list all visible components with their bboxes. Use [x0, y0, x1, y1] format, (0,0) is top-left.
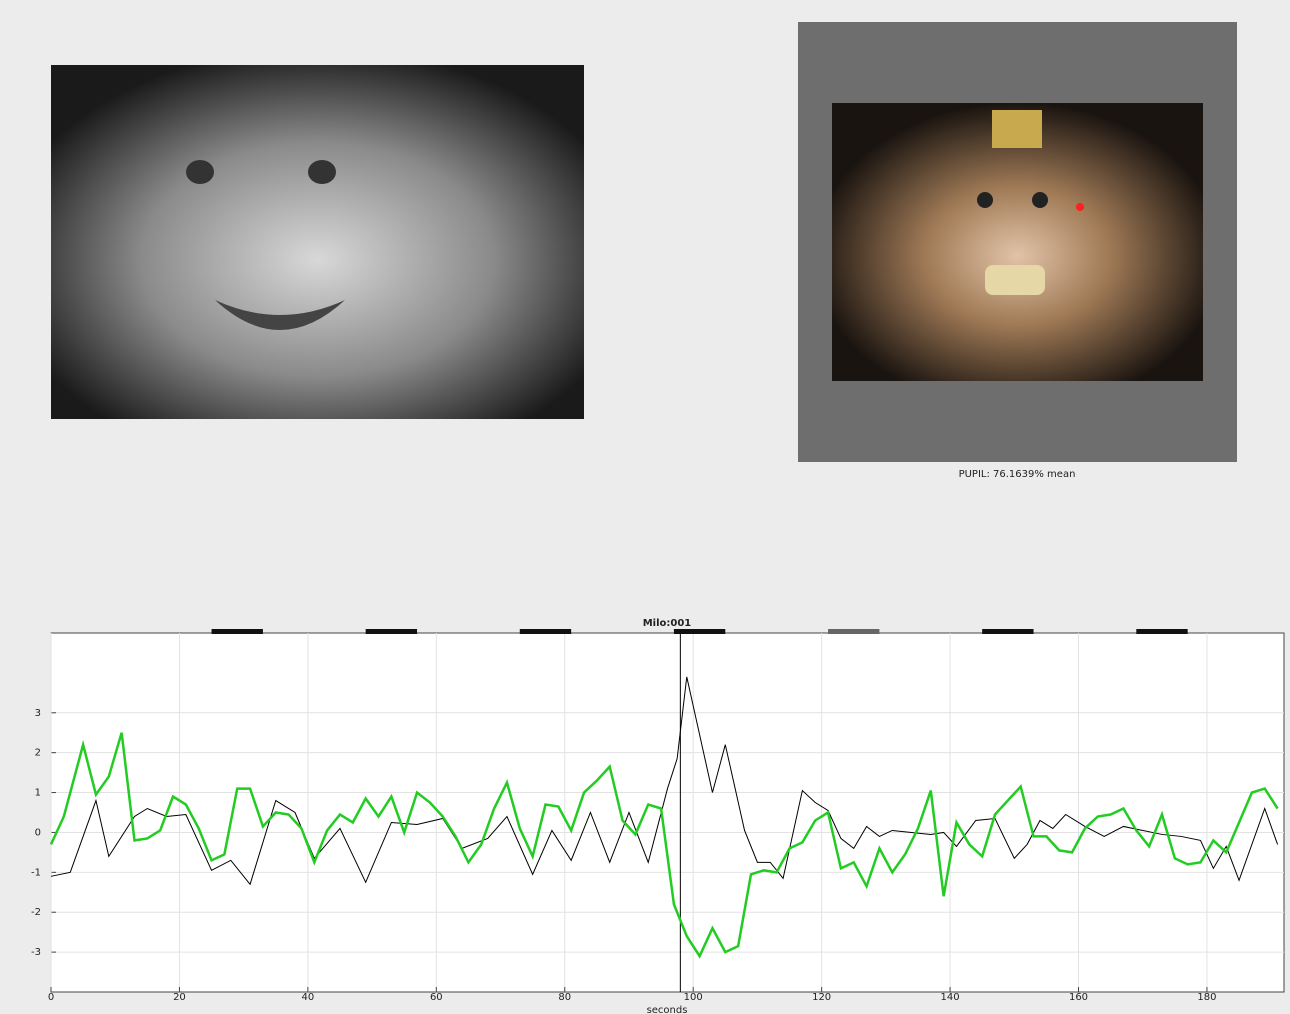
- x-tick-label: 120: [812, 992, 831, 1003]
- stimulus-image: [832, 103, 1203, 381]
- head-post: [992, 110, 1042, 148]
- eye: [186, 160, 214, 184]
- teeth: [985, 265, 1045, 295]
- chart-title: Milo:001: [643, 618, 692, 629]
- x-tick-label: 60: [430, 992, 443, 1003]
- y-tick-label: -3: [31, 947, 41, 958]
- stimulus-bar: [365, 629, 418, 634]
- stimulus-bar: [1136, 629, 1188, 634]
- data-line: [49, 732, 1279, 959]
- data-line: [50, 676, 1279, 886]
- eye: [977, 192, 993, 208]
- y-tick-label: 3: [35, 708, 41, 719]
- stimulus-display: [798, 22, 1237, 462]
- pupil-label: PUPIL: 76.1639% mean: [959, 469, 1076, 480]
- plot-area: [50, 632, 1285, 993]
- stimulus-bar: [828, 629, 880, 634]
- eye: [308, 160, 336, 184]
- x-axis-label: seconds: [647, 1005, 688, 1014]
- mouth: [215, 300, 345, 330]
- y-tick-label: -1: [31, 867, 41, 878]
- x-tick-label: 100: [684, 992, 703, 1003]
- stimulus-bar: [211, 629, 263, 634]
- gaze-point: [1076, 203, 1084, 211]
- y-tick-label: 2: [35, 748, 41, 759]
- y-tick-label: -2: [31, 907, 41, 918]
- stimulus-bar: [673, 629, 726, 634]
- x-tick-label: 80: [558, 992, 571, 1003]
- eye: [1032, 192, 1048, 208]
- stimulus-bar: [519, 629, 572, 634]
- y-tick-label: 0: [35, 827, 41, 838]
- x-tick-label: 160: [1069, 992, 1088, 1003]
- image-frame: [51, 65, 584, 419]
- x-tick-label: 40: [302, 992, 315, 1003]
- y-tick-label: 1: [35, 788, 41, 799]
- x-tick-label: 180: [1197, 992, 1216, 1003]
- infrared-camera-image: [51, 65, 584, 419]
- x-tick-label: 140: [941, 992, 960, 1003]
- stimulus-bar: [982, 629, 1034, 634]
- x-tick-label: 0: [48, 992, 54, 1003]
- x-tick-label: 20: [173, 992, 186, 1003]
